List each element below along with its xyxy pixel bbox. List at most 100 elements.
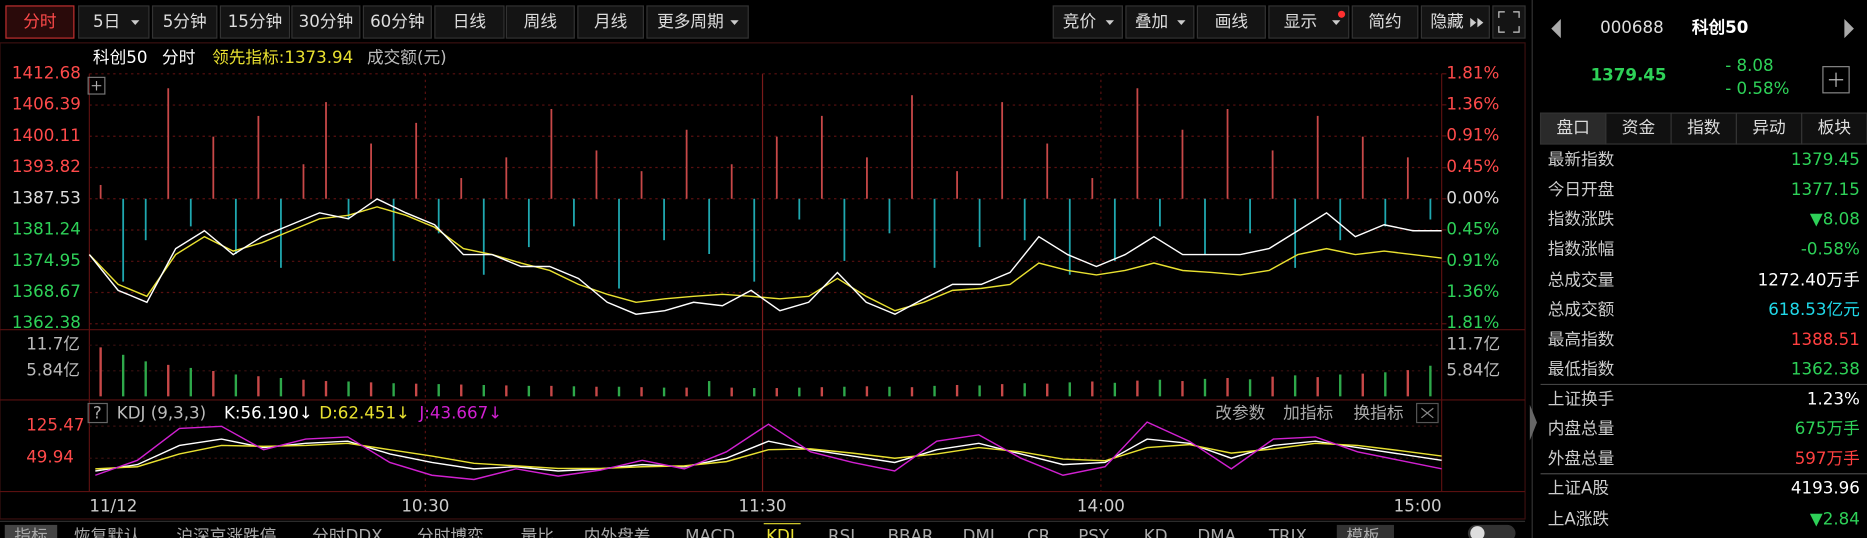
indicator-tab[interactable]: 分时DDX	[312, 526, 382, 538]
period-button[interactable]	[219, 5, 291, 39]
volume-bar	[1271, 376, 1274, 397]
volume-bar	[369, 382, 373, 397]
add-watch[interactable]	[1822, 66, 1850, 94]
volume-bar	[753, 388, 756, 397]
close-button[interactable]	[1416, 402, 1439, 424]
pct-tick-label: 1.36%	[1446, 94, 1499, 113]
row-value: 1.23%	[1807, 389, 1860, 408]
period-button[interactable]	[434, 5, 505, 39]
volume-bar	[1384, 372, 1387, 397]
row-value: ▼8.08	[1810, 210, 1860, 229]
volume-bar	[617, 386, 621, 397]
row-label: 上证换手	[1548, 389, 1615, 408]
volume-bar	[933, 385, 936, 397]
add-button[interactable]	[87, 76, 106, 95]
indicator-tab[interactable]: CR	[1027, 526, 1051, 538]
close-icon	[1421, 407, 1434, 419]
tool-button[interactable]	[1351, 5, 1419, 39]
volume-bar	[1203, 378, 1207, 397]
change: - 8.08	[1725, 56, 1773, 75]
row-value: 597万手	[1795, 449, 1860, 468]
notice-dot	[1337, 10, 1346, 18]
volume-bar	[707, 381, 711, 397]
kdj-line	[95, 438, 1442, 472]
volume-tick-label: 5.84亿	[26, 360, 80, 379]
kdj-header: D:62.451↓	[319, 404, 410, 423]
period-button[interactable]	[5, 5, 75, 39]
tool-button[interactable]	[1196, 5, 1266, 39]
indicator-tab[interactable]: PSY	[1078, 526, 1110, 538]
tab-bg	[1336, 524, 1394, 538]
indicator-tab[interactable]: 分时博弈	[417, 526, 484, 538]
volume-bar	[212, 370, 215, 397]
panel-tab[interactable]	[1605, 112, 1672, 145]
time-label: 15:00	[1394, 497, 1442, 516]
period-button[interactable]	[362, 5, 432, 39]
indicator-tab[interactable]: DMI	[963, 526, 995, 538]
legend-item: 领先指标:1373.94	[212, 48, 353, 67]
kdj-tick-label: 125.47	[26, 416, 84, 435]
volume-bar	[1113, 382, 1117, 397]
period-label: 月线	[594, 12, 628, 31]
collapse-handle[interactable]	[1529, 404, 1537, 441]
indicator-tab[interactable]: RSI	[828, 526, 855, 538]
panel-tab-label: 异动	[1752, 118, 1785, 137]
fullscreen-button[interactable]	[1492, 5, 1526, 39]
period-button[interactable]	[505, 5, 575, 39]
row-label: 总成交额	[1548, 300, 1615, 319]
prev-arrow[interactable]	[1551, 19, 1561, 39]
next-arrow[interactable]	[1844, 19, 1854, 39]
indicator-tab[interactable]: MACD	[685, 526, 735, 538]
volume-bar	[1226, 377, 1229, 397]
indicator-tab[interactable]: KDJ	[766, 526, 795, 538]
indicator-tab[interactable]: BBAR	[888, 526, 934, 538]
period-button[interactable]	[577, 5, 644, 39]
panel-tab[interactable]	[1735, 112, 1803, 145]
indicator-tab[interactable]: 恢复默认	[74, 526, 141, 538]
price-line	[88, 198, 1442, 316]
row-label: 上A涨跌	[1548, 510, 1610, 529]
volume-bar	[955, 384, 959, 397]
volume-bar	[460, 384, 463, 397]
indicator-tab[interactable]: 沪深京涨跌停	[176, 526, 276, 538]
dropdown-arrow	[1105, 20, 1115, 25]
period-button[interactable]	[646, 5, 749, 39]
row-label: 总成交量	[1548, 270, 1615, 289]
panel-tab-label: 板块	[1818, 118, 1852, 137]
kdj-header: K:56.190↓	[224, 404, 313, 423]
panel-tab-label: 资金	[1622, 118, 1656, 137]
volume-bar	[1248, 379, 1252, 397]
last-price: 1379.45	[1591, 66, 1667, 85]
indicator-tab[interactable]: 内外盘差	[584, 526, 651, 538]
price-tick-label: 1406.39	[12, 95, 81, 114]
indicator-tab[interactable]: 模板	[1346, 526, 1380, 538]
indicator-tab[interactable]: 量比	[521, 526, 554, 538]
volume-bar	[324, 381, 328, 397]
volume-tick-label: 11.7亿	[26, 335, 80, 354]
row-label: 最新指数	[1548, 150, 1615, 169]
pct-tick-label: 0.45%	[1446, 219, 1499, 238]
period-label: 5分钟	[163, 12, 207, 31]
indicator-tab[interactable]: TRIX	[1268, 526, 1307, 538]
plus-icon	[1828, 72, 1844, 87]
period-button[interactable]	[151, 5, 218, 39]
volume-bar	[550, 385, 553, 397]
dropdown-arrow	[131, 20, 140, 25]
indicator-tab[interactable]: KD	[1144, 526, 1168, 538]
panel-tab[interactable]	[1539, 112, 1607, 145]
indicator-tab[interactable]: 指标	[14, 526, 47, 538]
volume-bar	[121, 354, 125, 397]
kdj-action[interactable]: 换指标	[1353, 404, 1403, 423]
indicator-tab[interactable]: DMA	[1197, 526, 1236, 538]
help-button[interactable]	[87, 402, 108, 424]
chart-frame	[0, 42, 1526, 520]
kdj-action[interactable]: 改参数	[1215, 404, 1265, 423]
volume-bar	[257, 376, 260, 397]
volume-bar	[437, 384, 440, 397]
volume-bar	[1023, 383, 1026, 397]
period-button[interactable]	[291, 5, 361, 39]
tool-button[interactable]	[1268, 5, 1350, 39]
volume-bar	[775, 388, 778, 397]
kdj-action[interactable]: 加指标	[1283, 404, 1333, 423]
